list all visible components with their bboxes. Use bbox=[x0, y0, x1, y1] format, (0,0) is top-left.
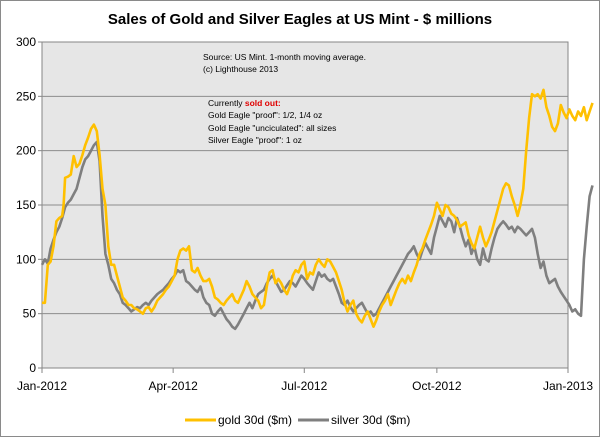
silver-series-line bbox=[40, 140, 594, 331]
annotation-line-1: Currently sold out: bbox=[208, 98, 281, 108]
annotation-line-2: Gold Eagle "proof": 1/2, 1/4 oz bbox=[208, 110, 322, 120]
x-tick-label: Oct-2012 bbox=[412, 379, 462, 393]
source-note: Source: US Mint. 1-month moving average.… bbox=[203, 52, 366, 74]
x-tick-label: Apr-2012 bbox=[148, 379, 198, 393]
source-note-line-2: (c) Lighthouse 2013 bbox=[203, 64, 278, 74]
y-tick-label: 200 bbox=[16, 144, 36, 158]
annotation-sold-out: sold out: bbox=[245, 98, 281, 108]
gold-series-line bbox=[42, 88, 594, 328]
y-tick-label: 0 bbox=[29, 361, 36, 375]
y-tick-label: 150 bbox=[16, 198, 36, 212]
y-tick-label: 250 bbox=[16, 89, 36, 103]
x-tick-label: Jan-2013 bbox=[543, 379, 593, 393]
annotation-line-4: Silver Eagle "proof": 1 oz bbox=[208, 135, 302, 145]
annotation-prefix: Currently bbox=[208, 98, 245, 108]
y-tick-label: 50 bbox=[23, 307, 37, 321]
series-lines bbox=[40, 88, 594, 331]
x-tick-label: Jul-2012 bbox=[281, 379, 327, 393]
y-tick-label: 100 bbox=[16, 252, 36, 266]
x-tick-label: Jan-2012 bbox=[17, 379, 67, 393]
y-tick-label: 300 bbox=[16, 35, 36, 49]
legend-gold-label: gold 30d ($m) bbox=[218, 413, 292, 427]
y-axis-ticks: 0 50 100 150 200 250 300 bbox=[16, 35, 42, 375]
chart-title: Sales of Gold and Silver Eagles at US Mi… bbox=[108, 11, 492, 28]
x-axis-ticks: Jan-2012 Apr-2012 Jul-2012 Oct-2012 Jan-2013 bbox=[17, 368, 593, 393]
sold-out-annotation: Currently sold out: Gold Eagle "proof": … bbox=[208, 98, 336, 145]
gridlines bbox=[42, 95, 568, 315]
source-note-line-1: Source: US Mint. 1-month moving average. bbox=[203, 52, 366, 62]
annotation-line-3: Gold Eagle "unciculated": all sizes bbox=[208, 123, 336, 133]
legend: gold 30d ($m) silver 30d ($m) bbox=[185, 413, 410, 427]
legend-silver-label: silver 30d ($m) bbox=[331, 413, 410, 427]
